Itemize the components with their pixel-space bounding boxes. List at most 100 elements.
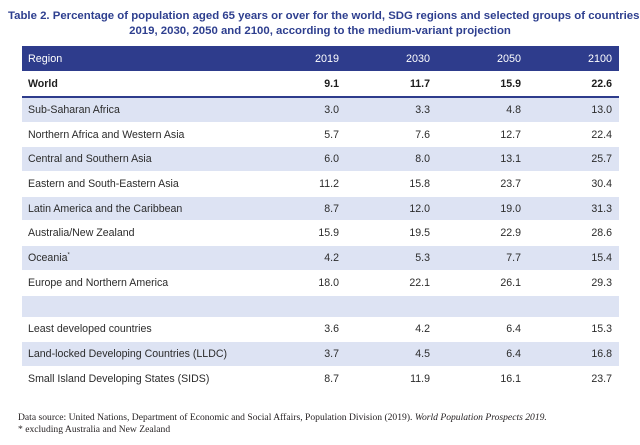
value-2100: 22.6 [591,78,612,90]
value-2030: 4.5 [415,348,430,361]
region-label: Oceania [28,251,68,264]
table-row: Europe and Northern America 18.0 22.1 26.1 2… [22,270,619,296]
region-label: Europe and Northern America [28,276,169,289]
value-2100: 31.3 [591,202,612,215]
footnote-marker: * [67,252,70,259]
table-title-line-2: 2019, 2030, 2050 and 2100, according to … [129,25,511,37]
value-2100: 15.3 [591,323,612,336]
value-2019: 11.2 [319,177,339,190]
column-header-2030: 2030 [405,52,430,65]
region-name: Small Island Developing States (SIDS) [22,373,254,385]
data-source-note: Data source: United Nations, Department … [18,412,628,436]
value-2019: 4.2 [324,251,339,264]
region-name: Central and Southern Asia [22,153,254,165]
table-row: Small Island Developing States (SIDS) 8.7… [22,366,619,392]
table-row-world: World 9.1 11.7 15.9 22.6 [22,72,619,98]
value-2030: 11.9 [410,372,430,385]
column-header-2019: 2019 [314,52,339,65]
region-label: Land-locked Developing Countries (LLDC) [28,348,228,361]
population-table: Region 2019 2030 2050 2100 World 9.1 11.… [22,46,619,392]
region-name: Eastern and South-Eastern Asia [22,178,254,190]
value-2030: 11.7 [409,78,430,90]
value-2019: 8.7 [324,202,339,215]
value-2100: 25.7 [591,153,612,166]
value-2100: 23.7 [591,372,612,385]
table-title: Table 2. Percentage of population aged 6… [8,9,640,39]
region-name: Land-locked Developing Countries (LLDC) [22,348,254,360]
table-row: Least developed countries 3.6 4.2 6.4 15.3 [22,317,619,343]
footnote: * excluding Australia and New Zealand [18,424,171,435]
table-row: Sub-Saharan Africa 3.0 3.3 4.8 13.0 [22,98,619,123]
value-2100: 30.4 [591,177,612,190]
value-2100: 22.4 [591,128,612,141]
region-label: Australia/New Zealand [28,227,135,240]
value-2050: 13.1 [500,153,521,166]
table-spacer-row [22,295,619,318]
table-row: Central and Southern Asia 6.0 8.0 13.1 25.7 [22,147,619,173]
value-2100: 28.6 [591,227,612,240]
column-header-2100: 2100 [587,52,612,65]
value-2050: 26.1 [500,276,521,289]
value-2030: 15.8 [409,177,430,190]
value-2019: 18.0 [318,276,339,289]
source-title: World Population Prospects 2019. [414,412,547,423]
region-name: Australia/New Zealand [22,227,254,239]
value-2050: 7.7 [506,251,521,264]
table-title-line-1: Table 2. Percentage of population aged 6… [8,10,640,22]
region-name: Least developed countries [22,323,254,335]
value-2030: 8.0 [415,153,430,166]
region-name: World [28,78,58,90]
region-label: Sub-Saharan Africa [28,103,120,116]
value-2050: 12.7 [500,128,521,141]
value-2019: 8.7 [324,372,339,385]
table-row: Northern Africa and Western Asia 5.7 7.6 12… [22,122,619,148]
column-header-2050: 2050 [496,52,521,65]
region-rows: Sub-Saharan Africa 3.0 3.3 4.8 13.0 Northern … [22,98,619,296]
value-2030: 12.0 [409,202,430,215]
region-label: Least developed countries [28,323,152,336]
value-2019: 3.6 [324,323,339,336]
table-row: Eastern and South-Eastern Asia 11.2 15.8 23… [22,172,619,197]
group-rows: Least developed countries 3.6 4.2 6.4 15.3 La… [22,317,619,392]
region-name: Northern Africa and Western Asia [22,129,254,141]
value-2100: 15.4 [591,251,612,264]
value-2019: 6.0 [324,153,339,166]
value-2100: 29.3 [591,276,612,289]
source-line: Data source: United Nations, Department … [18,412,628,424]
table-row: Land-locked Developing Countries (LLDC) 3… [22,342,619,367]
value-2030: 5.3 [415,251,430,264]
value-2019: 5.7 [324,128,339,141]
table-row: Latin America and the Caribbean 8.7 12.0 19… [22,196,619,222]
table-row: Australia/New Zealand 15.9 19.5 22.9 28.6 [22,221,619,247]
value-2050: 16.1 [500,372,521,385]
region-name: Latin America and the Caribbean [22,203,254,215]
region-name: Europe and Northern America [22,277,254,289]
source-prefix: Data source: United Nations, Department … [18,412,415,423]
value-2019: 9.1 [324,78,339,90]
value-2030: 7.6 [415,128,430,141]
value-2030: 3.3 [415,103,430,116]
value-2050: 6.4 [506,323,521,336]
value-2100: 16.8 [591,348,612,361]
region-label: Northern Africa and Western Asia [28,128,185,141]
region-name: Sub-Saharan Africa [22,104,254,116]
value-2019: 15.9 [318,227,339,240]
value-2050: 19.0 [500,202,521,215]
value-2100: 13.0 [591,103,612,116]
table-row: Oceania* 4.2 5.3 7.7 15.4 [22,246,619,271]
column-header-region: Region [28,52,63,65]
value-2050: 23.7 [500,177,521,190]
region-name: Oceania* [22,252,254,264]
value-2019: 3.0 [324,103,339,116]
value-2019: 3.7 [324,348,339,361]
region-label: Latin America and the Caribbean [28,202,183,215]
region-label: Small Island Developing States (SIDS) [28,372,210,385]
value-2030: 22.1 [409,276,430,289]
value-2050: 6.4 [506,348,521,361]
value-2030: 4.2 [415,323,430,336]
region-label: Central and Southern Asia [28,153,152,166]
value-2050: 15.9 [500,78,521,90]
value-2050: 22.9 [500,227,521,240]
table-header-row: Region 2019 2030 2050 2100 [22,46,619,72]
value-2030: 19.5 [409,227,430,240]
